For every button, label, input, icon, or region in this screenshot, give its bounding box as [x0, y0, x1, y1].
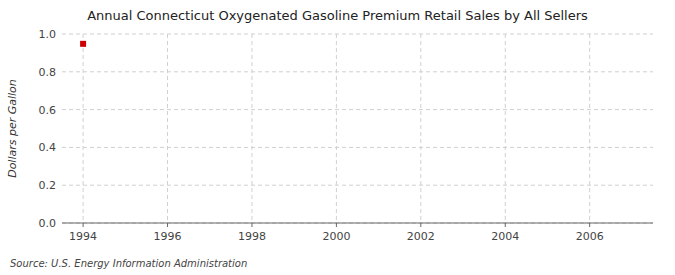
title: Annual Connecticut Oxygenated Gasoline P…	[87, 8, 588, 23]
x-tick	[336, 223, 337, 227]
y-grid-line	[62, 147, 653, 148]
y-tick-label: 1.0	[39, 28, 57, 41]
data-point	[80, 41, 86, 47]
grid	[62, 34, 653, 223]
x-tick	[251, 223, 252, 227]
x-tick-label: 2000	[322, 230, 350, 243]
x-grid-line	[589, 34, 590, 223]
y-grid-line	[62, 109, 653, 110]
source: Source: U.S. Energy Information Administ…	[10, 258, 247, 269]
x-grid-line	[336, 34, 337, 223]
x-axis-line	[62, 223, 653, 224]
y-tick-label: 0.4	[39, 141, 57, 154]
x-tick	[83, 223, 84, 227]
x-tick-label: 1994	[69, 230, 97, 243]
y-tick-label: 0.0	[39, 217, 57, 230]
y-grid-line	[62, 185, 653, 186]
y-tick-label: 0.8	[39, 66, 57, 79]
x-tick	[505, 223, 506, 227]
x-grid-line	[505, 34, 506, 223]
x-grid-line	[167, 34, 168, 223]
x-tick-label: 2006	[576, 230, 604, 243]
x-tick	[589, 223, 590, 227]
x-tick-label: 1996	[154, 230, 182, 243]
y-grid-line	[62, 34, 653, 35]
x-tick-label: 2004	[491, 230, 519, 243]
x-tick	[420, 223, 421, 227]
x-tick-label: 2002	[407, 230, 435, 243]
x-grid-line	[420, 34, 421, 223]
marks	[80, 41, 86, 47]
x-tick-label: 1998	[238, 230, 266, 243]
chart: Annual Connecticut Oxygenated Gasoline P…	[0, 0, 675, 275]
x-grid-line	[83, 34, 84, 223]
y-grid-line	[62, 223, 653, 224]
y-tick-label: 0.2	[39, 179, 57, 192]
x-grid-line	[251, 34, 252, 223]
y-axis-label: Dollars per Gallon	[6, 79, 19, 178]
x-tick	[167, 223, 168, 227]
y-tick-label: 0.6	[39, 104, 57, 117]
y-grid-line	[62, 71, 653, 72]
